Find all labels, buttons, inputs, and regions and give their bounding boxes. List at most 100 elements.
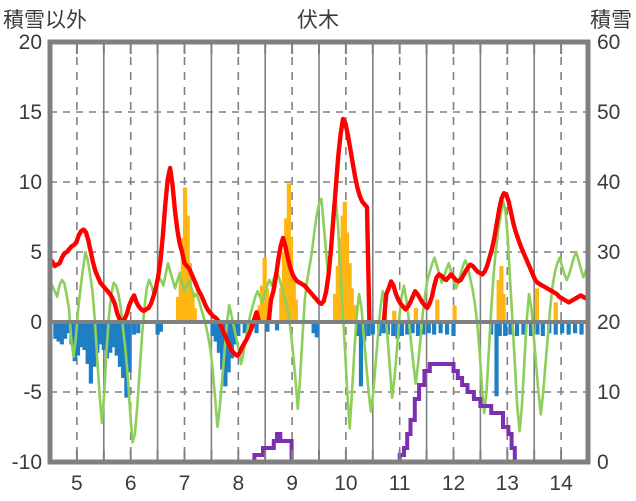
right-axis-title: 積雪 (590, 8, 632, 32)
negative-bar (358, 322, 364, 387)
negative-bar (242, 322, 247, 334)
precipitation-bar (333, 294, 338, 322)
precipitation-bar (264, 288, 269, 322)
negative-bar (216, 322, 222, 353)
x-axis-tick-label: 8 (232, 472, 244, 495)
precipitation-bar (190, 291, 195, 322)
right-axis-tick-label: 10 (597, 381, 620, 404)
precipitation-bar (291, 280, 296, 322)
page-title: 伏木 (297, 8, 339, 32)
x-axis-tick-label: 5 (71, 472, 83, 495)
negative-bar (53, 322, 58, 339)
negative-bar (415, 322, 421, 336)
precipitation-bar (452, 305, 457, 322)
precipitation-bar (496, 280, 501, 322)
left-axis-title: 積雪以外 (3, 8, 87, 32)
negative-bar (444, 322, 450, 335)
plot-frame (47, 39, 591, 465)
x-axis-tick-label: 6 (125, 472, 137, 495)
negative-bar (572, 322, 578, 334)
right-axis-tick-label: 40 (597, 171, 620, 194)
precipitation-bar (192, 308, 197, 322)
axis-frame-group (47, 39, 591, 465)
left-axis-tick-label: 20 (19, 31, 42, 54)
negative-bar (101, 322, 106, 350)
negative-bar (95, 322, 100, 353)
negative-bar (535, 322, 540, 335)
negative-bar (528, 322, 534, 336)
negative-bar (117, 322, 123, 367)
x-axis-ticklabels: 5 6 7 8 9 10 11 12 13 14 (71, 472, 573, 495)
negative-bar (410, 322, 415, 334)
negative-bar (521, 322, 526, 335)
precipitation-bar (344, 232, 350, 322)
precipitation-bar (499, 266, 504, 322)
negative-bar (158, 322, 163, 332)
negative-bar (111, 322, 116, 348)
negative-bar (213, 322, 218, 342)
negative-bar (314, 322, 319, 338)
precipitation-bar (288, 238, 294, 322)
negative-bar (381, 322, 386, 334)
precipitation-bar (257, 305, 262, 322)
precipitation-bar (259, 285, 265, 322)
negative-bar (432, 322, 437, 335)
precipitation-bar (553, 302, 558, 322)
negative-bar (82, 322, 87, 350)
negative-bar (79, 322, 84, 348)
left-axis-tick-label: 0 (30, 311, 42, 334)
negative-bar (62, 322, 68, 339)
negative-bar (560, 322, 565, 334)
negative-bar (579, 322, 584, 335)
negative-bar (503, 322, 508, 336)
negative-bar (136, 322, 141, 334)
negative-bar (220, 322, 225, 370)
x-axis-tick-label: 14 (549, 472, 573, 495)
precipitation-bar (392, 310, 397, 322)
precipitation-bar (347, 263, 352, 322)
negative-bar (121, 322, 126, 378)
precipitation-bar (335, 266, 340, 322)
negative-bar (155, 322, 160, 335)
negative-bar (497, 322, 502, 336)
right-axis-tick-label: 60 (597, 31, 620, 54)
negative-bar (391, 322, 396, 336)
red-line-series (266, 116, 372, 325)
precipitation-bar (178, 271, 183, 322)
x-axis-tick-label: 13 (496, 472, 519, 495)
negative-bar (426, 322, 431, 334)
negative-bar (127, 322, 132, 373)
right-axis-tick-label: 0 (597, 451, 609, 474)
precipitation-bar (182, 187, 188, 322)
x-axis-tick-label: 7 (179, 472, 191, 495)
negative-bar (254, 322, 259, 334)
negative-bar (421, 322, 426, 335)
negative-bar (131, 322, 137, 335)
negative-bar (508, 322, 513, 335)
green-line-series (48, 194, 590, 444)
negative-bar (108, 322, 113, 353)
negative-bar (438, 322, 443, 334)
snow-series-group (50, 362, 588, 464)
negative-bar (566, 322, 571, 335)
red-line-series (381, 191, 591, 325)
negative-bar (265, 322, 270, 332)
negative-bar (405, 322, 410, 335)
negative-bar (311, 322, 316, 334)
negative-bar (399, 322, 404, 336)
right-axis-tick-label: 30 (597, 241, 620, 264)
precipitation-bar (435, 299, 440, 322)
right-axis-ticklabels: 60 50 40 30 20 10 0 (597, 31, 620, 474)
precipitation-bar (175, 296, 181, 322)
x-axis-tick-label: 11 (389, 472, 411, 495)
x-axis-tick-label: 12 (442, 472, 465, 495)
negative-bar (114, 322, 119, 356)
negative-bar (229, 322, 234, 359)
left-axis-tick-label: 15 (19, 101, 42, 124)
negative-bar (494, 322, 499, 397)
precipitation-bar (340, 215, 345, 322)
precipitation-bar (413, 308, 418, 322)
precipitation-bar (284, 218, 289, 322)
negative-bar (98, 322, 103, 345)
